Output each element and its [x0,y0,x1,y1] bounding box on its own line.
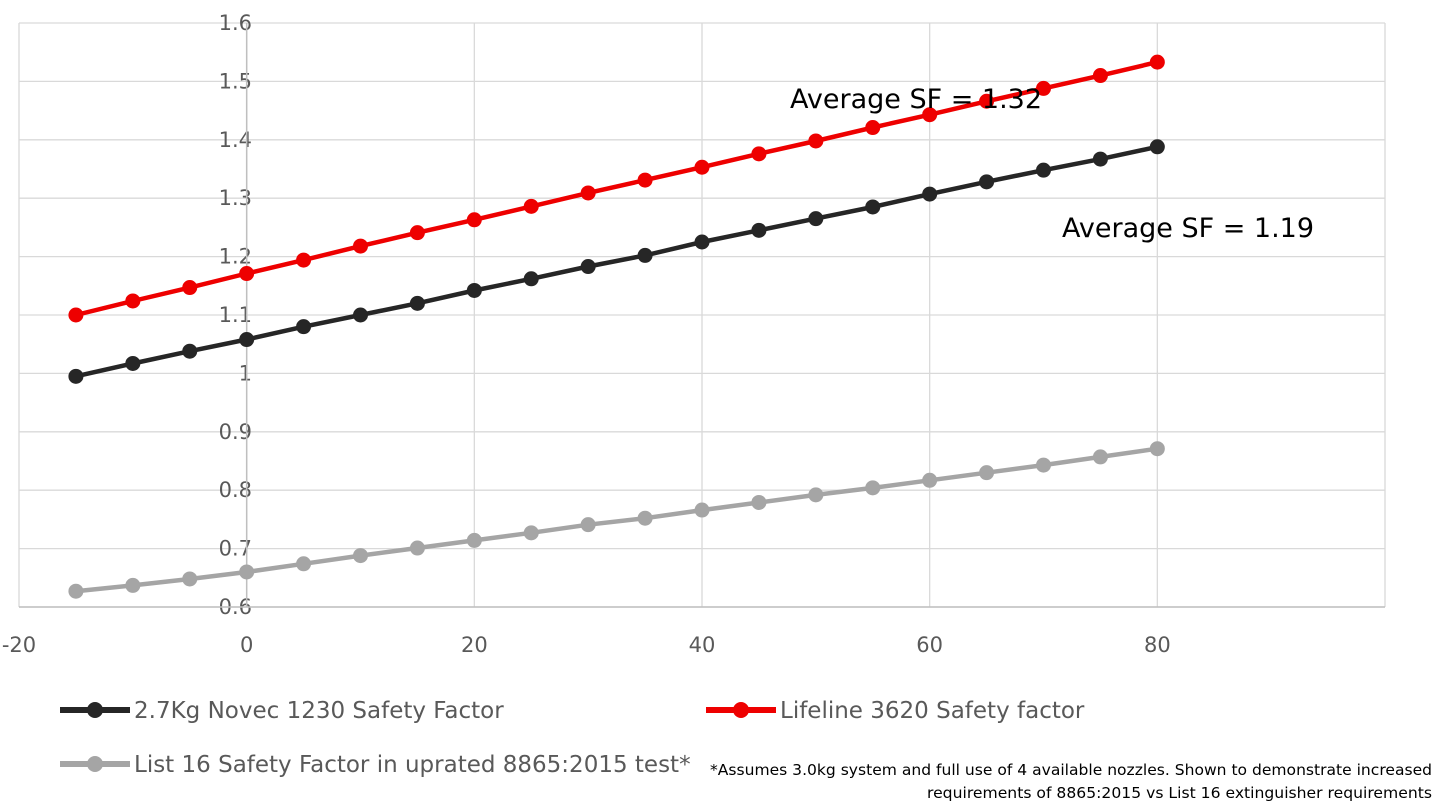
data-point-list16 [694,502,710,518]
data-point-novec [125,355,141,371]
data-point-list16 [409,540,425,556]
data-point-lifeline [979,93,995,109]
data-point-novec [466,282,482,298]
legend-item-list16: List 16 Safety Factor in uprated 8865:20… [60,752,691,778]
data-point-novec [580,259,596,275]
y-tick-label: 1 [239,361,252,385]
legend-label-novec: 2.7Kg Novec 1230 Safety Factor [134,698,504,724]
data-point-lifeline [296,252,312,268]
data-point-lifeline [580,185,596,201]
data-point-list16 [523,525,539,541]
data-point-novec [68,368,84,384]
data-point-novec [523,271,539,287]
annotation-novec-average: Average SF = 1.19 [1062,213,1314,244]
data-point-lifeline [239,266,255,282]
x-tick-label: 0 [240,633,253,657]
data-point-list16 [182,571,198,587]
data-point-novec [1149,139,1165,155]
data-point-list16 [466,532,482,548]
data-point-lifeline [353,238,368,254]
data-point-novec [1036,162,1051,178]
data-point-novec [922,186,938,202]
data-point-list16 [637,510,653,526]
data-point-lifeline [865,120,881,136]
data-point-novec [353,307,368,323]
data-point-lifeline [1092,68,1108,84]
series-line-list16 [73,446,1160,594]
series-line-lifeline [73,59,1160,318]
data-point-list16 [808,487,824,503]
data-point-list16 [1092,449,1108,465]
series-layer [68,54,1165,599]
data-point-lifeline [182,280,198,296]
legend-marker-list16 [87,756,103,772]
data-point-novec [296,319,312,335]
data-point-novec [409,295,425,311]
legend-marker-novec [87,702,103,718]
data-point-novec [979,174,995,190]
data-point-lifeline [409,225,425,241]
data-point-lifeline [68,307,84,323]
data-point-novec [1092,151,1108,167]
legend-item-novec: 2.7Kg Novec 1230 Safety Factor [60,698,504,724]
data-point-lifeline [466,212,482,228]
data-point-novec [751,222,767,238]
x-tick-label: -20 [2,633,36,657]
data-point-list16 [296,556,312,572]
data-point-novec [865,199,881,215]
data-point-lifeline [1149,54,1165,70]
legend-marker-lifeline [733,702,749,718]
data-point-lifeline [637,172,653,188]
data-point-lifeline [1036,80,1051,96]
data-point-list16 [580,517,596,533]
data-point-list16 [239,564,255,580]
data-point-novec [694,234,710,250]
x-tick-label: 40 [689,633,716,657]
legend-label-lifeline: Lifeline 3620 Safety factor [780,698,1085,724]
series-novec [68,139,1165,384]
legend: 2.7Kg Novec 1230 Safety Factor Lifeline … [60,698,1085,778]
data-point-list16 [922,472,938,488]
legend-item-lifeline: Lifeline 3620 Safety factor [706,698,1085,724]
data-point-novec [182,343,198,359]
data-point-list16 [125,577,141,593]
series-line-novec [73,144,1160,379]
data-point-novec [637,247,653,263]
data-point-novec [808,211,824,227]
data-point-lifeline [694,159,710,175]
legend-label-list16: List 16 Safety Factor in uprated 8865:20… [134,752,691,778]
data-point-lifeline [751,146,767,162]
data-point-list16 [1149,441,1165,457]
data-point-lifeline [808,133,824,149]
data-point-list16 [979,465,995,481]
x-tick-label: 80 [1144,633,1171,657]
x-tick-label: 20 [461,633,488,657]
x-tick-label: 60 [916,633,943,657]
series-lifeline [68,54,1165,323]
axes: 0.60.70.80.911.11.21.31.41.51.6-20 0 20 40 6… [2,11,1385,657]
data-point-lifeline [922,107,938,123]
footnote-line-1: *Assumes 3.0kg system and full use of 4 … [710,761,1432,779]
series-list16 [68,441,1165,599]
data-point-list16 [865,480,881,496]
footnote-line-2: requirements of 8865:2015 vs List 16 ext… [927,784,1432,802]
data-point-list16 [353,548,368,564]
data-point-list16 [1036,457,1051,473]
data-point-lifeline [523,198,539,214]
data-point-list16 [68,583,84,599]
data-point-lifeline [125,293,141,309]
data-point-novec [239,332,255,348]
annotation-lifeline-average: Average SF = 1.32 [790,84,1042,115]
data-point-list16 [751,494,767,510]
